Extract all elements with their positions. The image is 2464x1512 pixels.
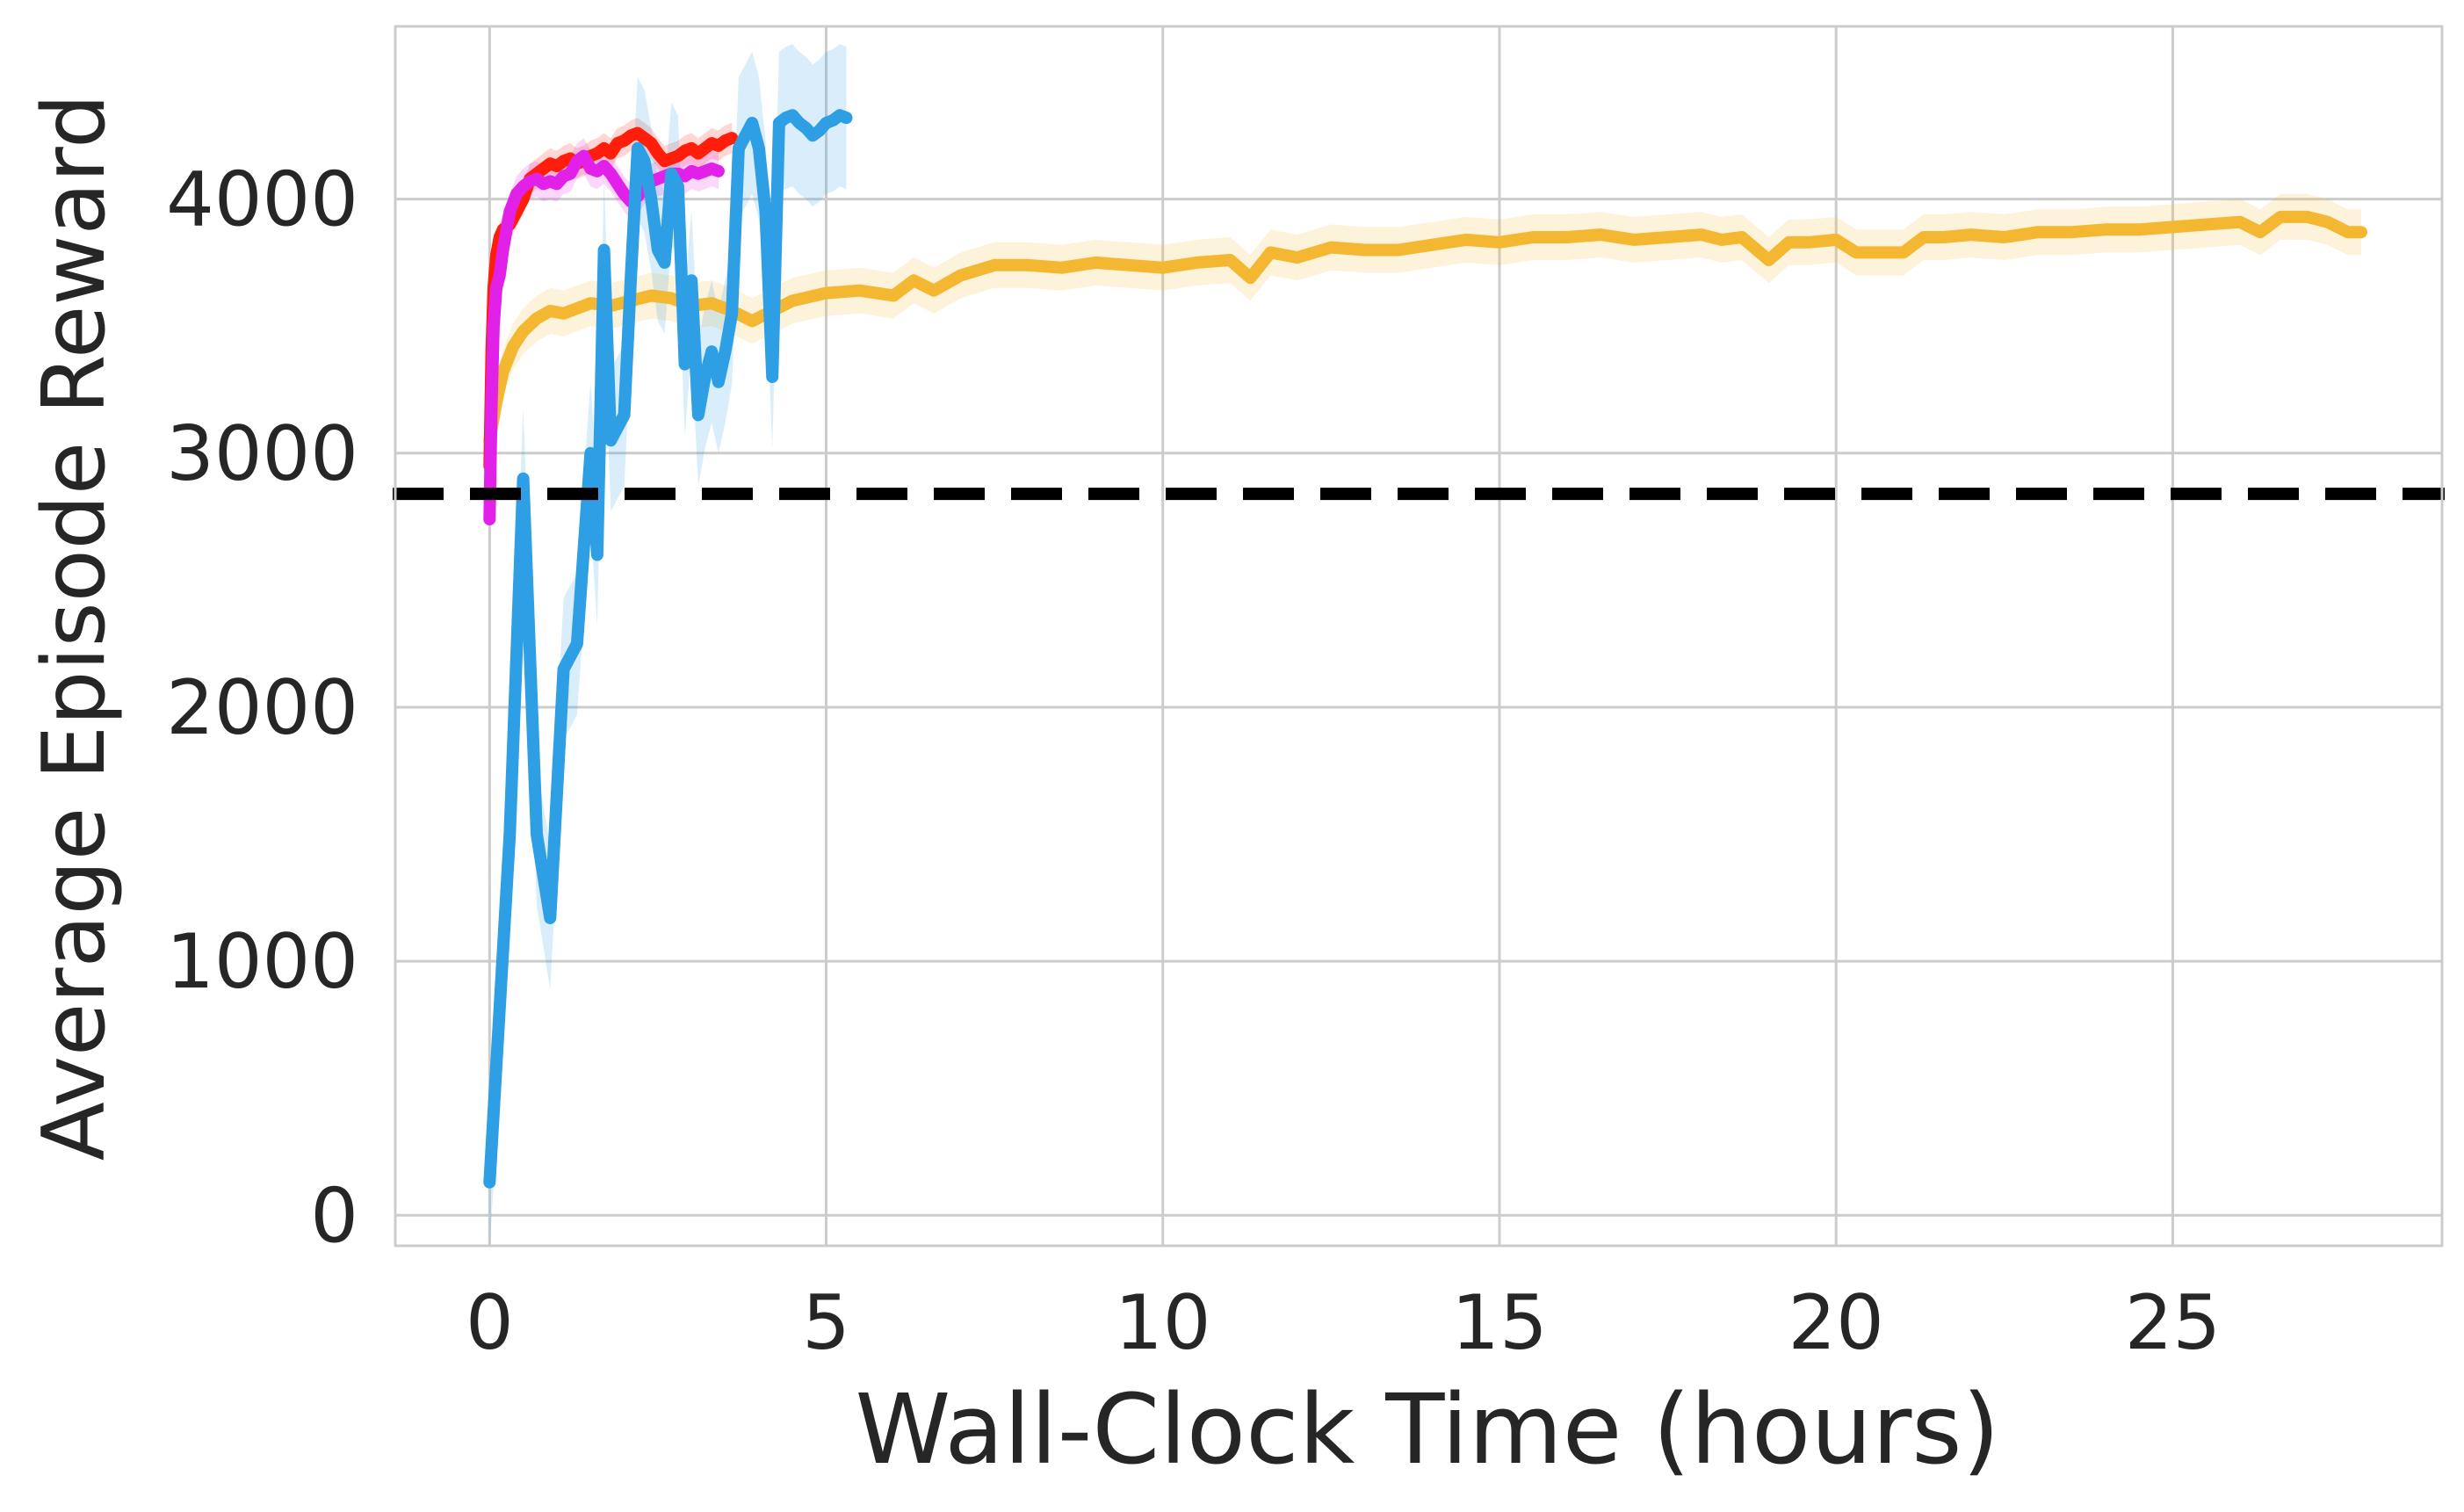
series-line-4: [483, 109, 853, 1189]
series-line-1: [483, 210, 2367, 447]
y-tick-label: 4000: [166, 156, 358, 244]
y-tick-label: 3000: [166, 410, 358, 498]
y-tick-label: 2000: [166, 664, 358, 752]
x-tick-label: 25: [2125, 1279, 2221, 1367]
y-axis-label: Average Episode Reward: [25, 94, 125, 1161]
x-tick-labels: 0 5 10 15 20 25: [466, 1279, 2221, 1367]
x-tick-label: 20: [1788, 1279, 1883, 1367]
x-tick-label: 0: [466, 1279, 514, 1367]
x-tick-label: 15: [1451, 1279, 1547, 1367]
series-band-4: [489, 44, 847, 1254]
series-band-1: [489, 193, 2361, 464]
y-tick-labels: 0 1000 2000 3000 4000: [166, 156, 358, 1261]
y-tick-label: 0: [310, 1172, 358, 1260]
series-band-2: [489, 118, 733, 481]
plot-frame: [394, 25, 2444, 1248]
y-tick-label: 1000: [166, 918, 358, 1006]
x-tick-label: 10: [1115, 1279, 1210, 1367]
series-lines: [483, 109, 2367, 1189]
x-axis-label: Wall-Clock Time (hours): [855, 1373, 1999, 1486]
x-tick-label: 5: [802, 1279, 850, 1367]
